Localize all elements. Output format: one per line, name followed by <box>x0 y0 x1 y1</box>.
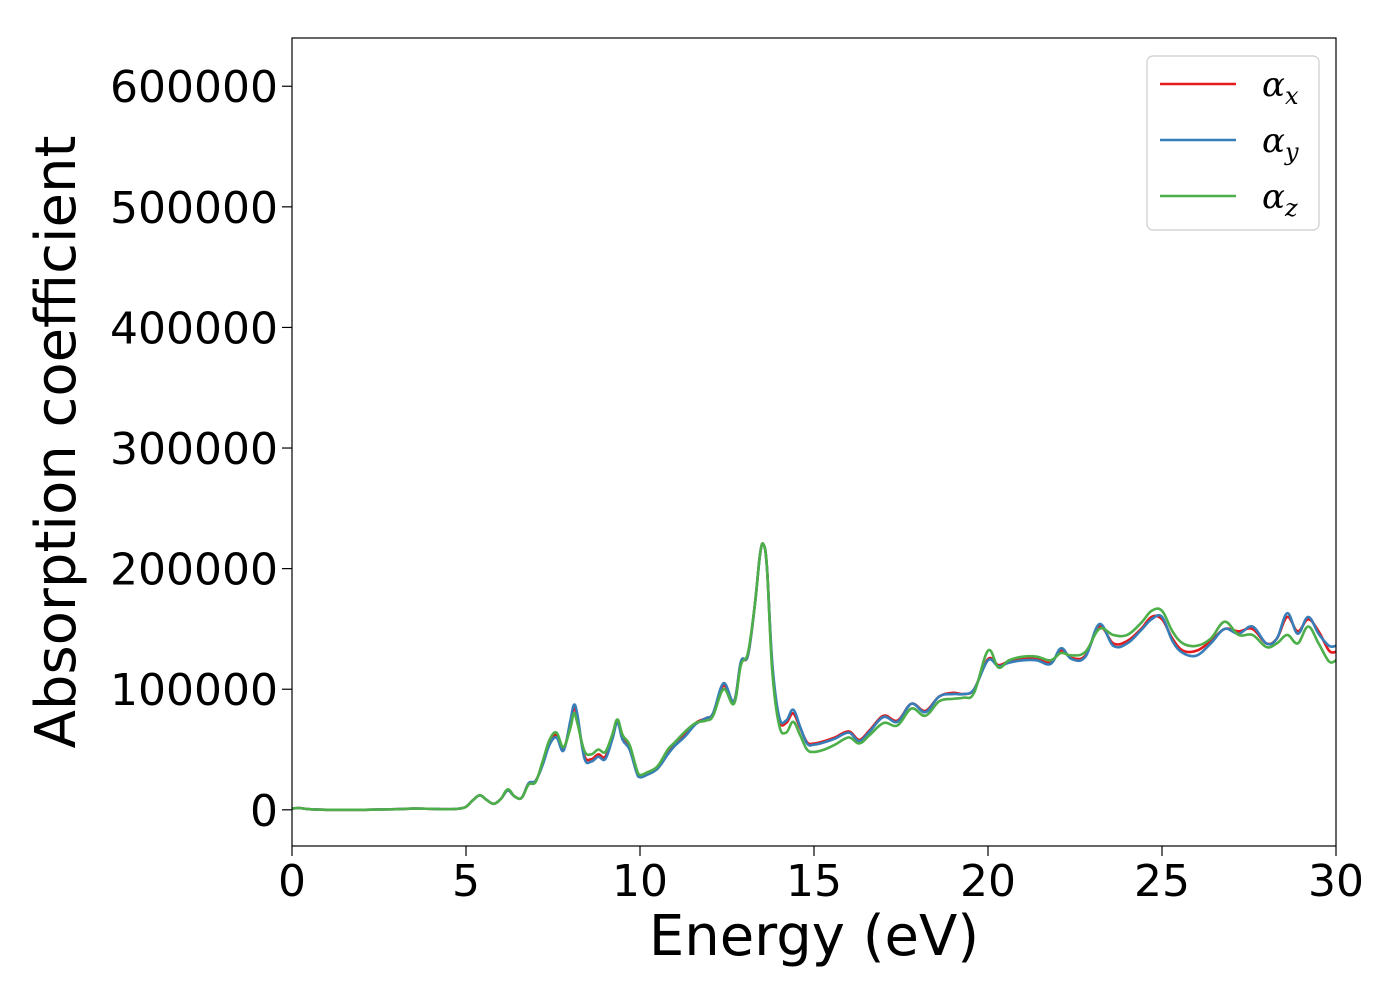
x-tick-label: 0 <box>278 856 306 907</box>
x-tick-label: 15 <box>786 856 842 907</box>
x-axis: 0 5 10 15 20 25 30 <box>278 846 1364 907</box>
series-line-x <box>292 542 1336 812</box>
y-axis-label: Absorption coefficient <box>24 136 89 749</box>
legend-subscript: y <box>1284 138 1299 166</box>
legend-box <box>1146 55 1320 231</box>
series-line-y <box>292 542 1336 812</box>
legend-subscript: x <box>1285 82 1299 110</box>
y-tick-label: 200000 <box>110 545 278 596</box>
legend-symbol: α <box>1262 121 1285 161</box>
y-tick-label: 300000 <box>110 424 278 475</box>
y-tick-label: 100000 <box>110 665 278 716</box>
y-tick-label: 600000 <box>110 62 278 113</box>
x-tick-label: 20 <box>960 856 1016 907</box>
legend-symbol: α <box>1262 65 1285 105</box>
legend-subscript: z <box>1284 194 1298 222</box>
legend-label-x: αx <box>1262 65 1299 110</box>
x-tick-label: 25 <box>1134 856 1190 907</box>
legend-label-z: αz <box>1262 177 1298 222</box>
x-tick-label: 30 <box>1308 856 1364 907</box>
y-tick-label: 400000 <box>110 303 278 354</box>
series-layer <box>292 542 1336 812</box>
y-axis: 0 100000 200000 300000 400000 500000 600000 <box>110 62 292 837</box>
x-tick-label: 5 <box>452 856 480 907</box>
y-tick-label: 0 <box>250 786 278 837</box>
series-line-z <box>292 542 1336 812</box>
x-axis-label: Energy (eV) <box>649 904 979 969</box>
legend-symbol: α <box>1262 177 1285 217</box>
y-tick-label: 500000 <box>110 183 278 234</box>
x-tick-label: 10 <box>612 856 668 907</box>
legend-label-y: αy <box>1262 121 1299 166</box>
